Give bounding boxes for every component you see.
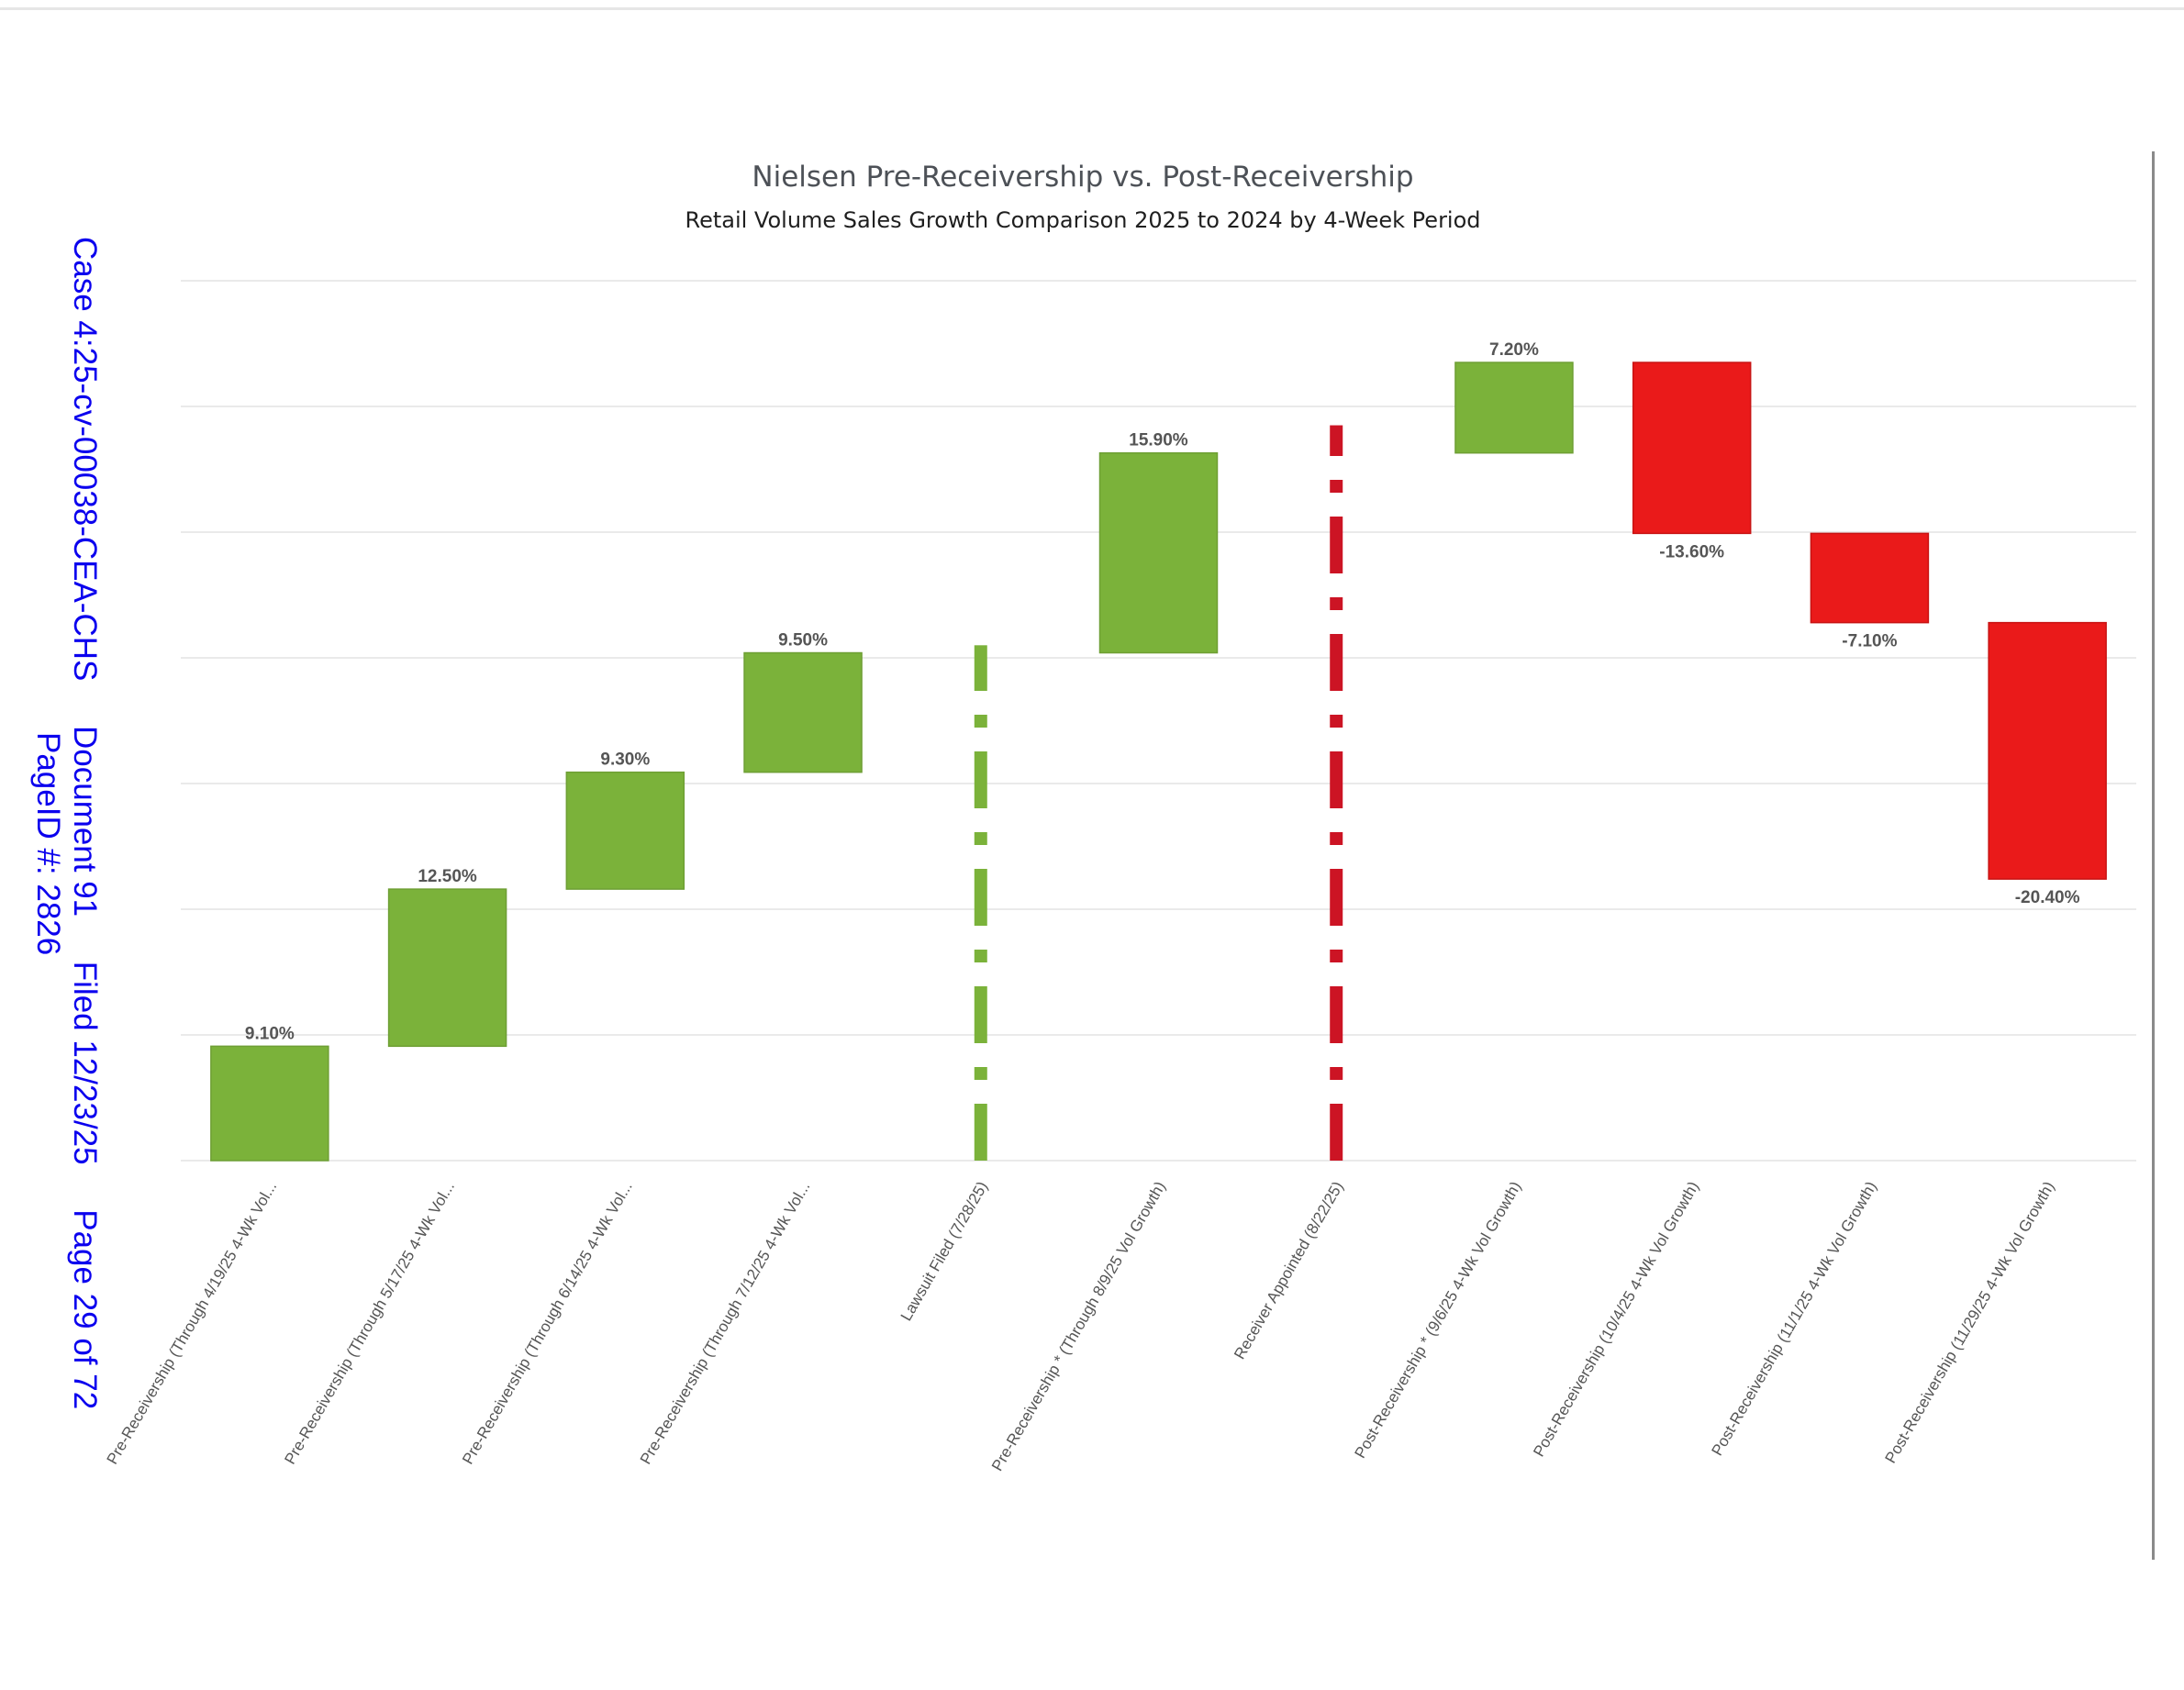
decrease-bar — [1632, 361, 1752, 535]
page-right-rule — [2152, 151, 2155, 1560]
data-label: 7.20% — [1489, 340, 1539, 360]
receiver-appointed-marker-dash — [1330, 869, 1343, 926]
chart-subtitle: Retail Volume Sales Growth Comparison 20… — [685, 207, 1481, 233]
x-axis-labels: Pre-Receivership (Through 4/19/25 4-Wk V… — [104, 1178, 2058, 1473]
decrease-bar — [1988, 621, 2107, 880]
receiver-appointed-marker-dash — [1330, 751, 1343, 808]
increase-bar — [387, 888, 507, 1048]
data-label: 9.10% — [245, 1024, 295, 1043]
x-tick-label: Lawsuit Filed (7/28/25) — [897, 1179, 991, 1324]
lawsuit-filed-marker-dash — [974, 715, 987, 728]
x-tick-label: Pre-Receivership (Through 5/17/25 4-Wk V… — [281, 1179, 458, 1468]
x-tick-label: Pre-Receivership (Through 4/19/25 4-Wk V… — [104, 1179, 281, 1468]
x-tick-label: Post-Receivership (10/4/25 4-Wk Vol Grow… — [1530, 1178, 1702, 1460]
increase-bar — [210, 1045, 329, 1162]
increase-bar — [1454, 361, 1574, 454]
x-tick-label: Pre-Receivership (Through 6/14/25 4-Wk V… — [459, 1179, 636, 1468]
page-top-rule — [0, 7, 2184, 10]
bars — [210, 361, 2107, 1162]
lawsuit-filed-marker-dash — [974, 869, 987, 926]
lawsuit-filed-marker-dash — [974, 1104, 987, 1161]
data-labels: 9.10% 12.50% 9.30% 9.50% 15.90% 7.20% -13.60% -… — [245, 340, 2080, 1043]
receiver-appointed-marker-dash — [1330, 1067, 1343, 1080]
receiver-appointed-marker-dash — [1330, 986, 1343, 1043]
receiver-appointed-marker-dash — [1330, 634, 1343, 691]
lawsuit-filed-marker-dash — [974, 986, 987, 1043]
increase-bar — [743, 651, 863, 773]
data-label: 12.50% — [418, 867, 477, 886]
lawsuit-filed-marker-dash — [974, 950, 987, 962]
x-tick-label: Receiver Appointed (8/22/25) — [1231, 1179, 1347, 1362]
lawsuit-filed-marker-dash — [974, 832, 987, 845]
lawsuit-filed-marker-dash — [974, 645, 987, 691]
decrease-bar — [1810, 532, 1930, 624]
receiver-appointed-marker-dash — [1330, 597, 1343, 610]
chart-title: Nielsen Pre-Receivership vs. Post-Receiv… — [752, 161, 1414, 194]
data-label: -20.40% — [2015, 888, 2080, 907]
court-filing-stamp: Case 4:25-cv-00038-CEA-CHS Document 91 F… — [28, 237, 110, 1466]
stamp-pageid-line: PageID #: 2826 — [30, 732, 66, 956]
x-tick-label: Pre-Receivership (Through 7/12/25 4-Wk V… — [637, 1179, 814, 1468]
data-label: -13.60% — [1659, 542, 1724, 561]
x-tick-label: Post-Receivership (11/29/25 4-Wk Vol Gro… — [1882, 1179, 2058, 1467]
receiver-appointed-marker-dash — [1330, 1104, 1343, 1161]
x-tick-label: Post-Receivership * (9/6/25 4-Wk Vol Gro… — [1352, 1179, 1525, 1462]
event-markers — [974, 425, 1343, 1161]
stamp-case-line: Case 4:25-cv-00038-CEA-CHS Document 91 F… — [67, 237, 103, 1410]
data-label: 15.90% — [1129, 431, 1188, 450]
data-label: -7.10% — [1842, 632, 1897, 651]
data-label: 9.30% — [600, 750, 650, 770]
lawsuit-filed-marker-dash — [974, 1067, 987, 1080]
x-tick-label: Pre-Receivership * (Through 8/9/25 Vol G… — [988, 1179, 1169, 1474]
x-tick-label: Post-Receivership (11/1/25 4-Wk Vol Grow… — [1709, 1179, 1880, 1459]
receiver-appointed-marker-dash — [1330, 480, 1343, 493]
receiver-appointed-marker-dash — [1330, 715, 1343, 728]
receiver-appointed-marker-dash — [1330, 832, 1343, 845]
increase-bar — [565, 771, 685, 890]
receiver-appointed-marker-dash — [1330, 517, 1343, 573]
data-label: 9.50% — [778, 631, 828, 650]
lawsuit-filed-marker-dash — [974, 751, 987, 808]
receiver-appointed-marker-dash — [1330, 950, 1343, 962]
increase-bar — [1098, 451, 1219, 654]
receiver-appointed-marker-dash — [1330, 425, 1343, 456]
